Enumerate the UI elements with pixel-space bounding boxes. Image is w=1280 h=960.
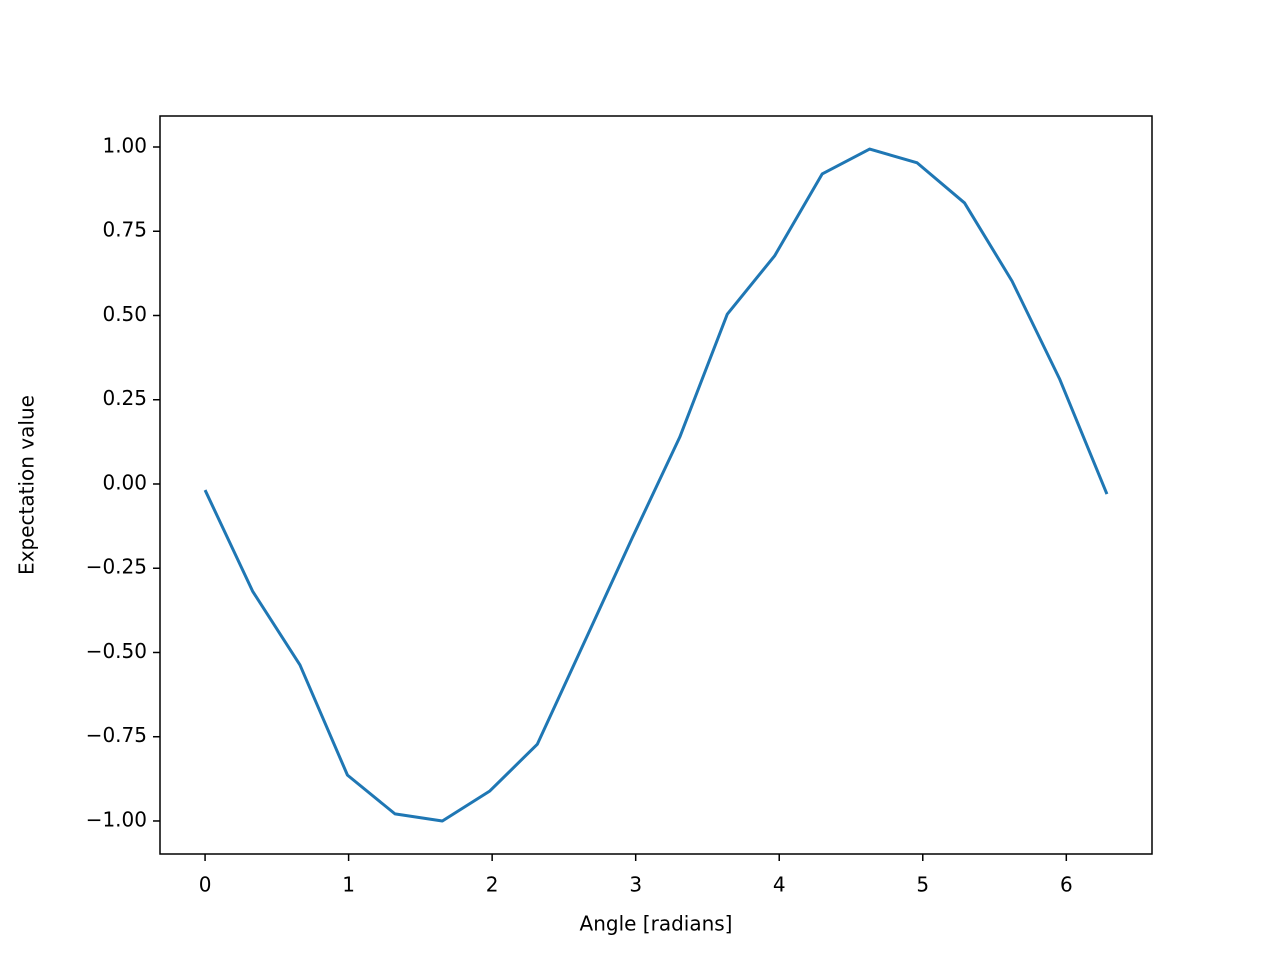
y-tick-label: 0.00 bbox=[102, 470, 147, 494]
x-tick-label: 0 bbox=[199, 873, 212, 897]
y-tick-label: −0.75 bbox=[86, 723, 147, 747]
y-axis-label: Expectation value bbox=[15, 395, 39, 575]
y-tick-label: 1.00 bbox=[102, 134, 147, 158]
y-tick-label: −0.50 bbox=[86, 639, 147, 663]
y-tick-label: 0.50 bbox=[102, 302, 147, 326]
x-tick-label: 5 bbox=[916, 873, 929, 897]
x-tick-label: 3 bbox=[629, 873, 642, 897]
x-tick-label: 6 bbox=[1060, 873, 1073, 897]
x-axis-label: Angle [radians] bbox=[580, 912, 733, 936]
plot-frame bbox=[159, 115, 1153, 855]
y-tick-label: −0.25 bbox=[86, 555, 147, 579]
y-tick-label: 0.75 bbox=[102, 218, 147, 242]
x-tick-label: 1 bbox=[342, 873, 355, 897]
x-tick-label: 4 bbox=[773, 873, 786, 897]
y-tick-label: −1.00 bbox=[86, 807, 147, 831]
x-tick-label: 2 bbox=[486, 873, 499, 897]
y-tick-label: 0.25 bbox=[102, 386, 147, 410]
data-line bbox=[203, 147, 1109, 823]
